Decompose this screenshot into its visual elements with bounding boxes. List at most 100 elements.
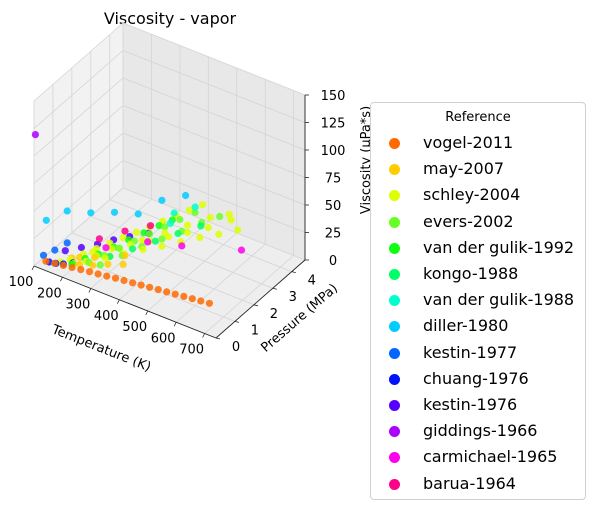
y-tick-label: 0 — [232, 340, 240, 355]
data-point — [102, 244, 110, 252]
legend-marker — [389, 269, 400, 280]
data-point — [63, 239, 71, 247]
data-point — [174, 229, 182, 238]
y-tick-label: 4 — [308, 274, 316, 289]
legend-item: van der gulik-1992 — [371, 236, 585, 262]
data-point — [146, 230, 154, 238]
floor-pane — [34, 188, 305, 338]
data-point — [180, 292, 188, 300]
data-point — [140, 229, 148, 237]
data-point — [237, 246, 246, 254]
z-tick-label: 100 — [321, 144, 346, 159]
x-tick-label: 500 — [122, 320, 147, 335]
data-point — [158, 196, 166, 204]
legend-item: evers-2002 — [371, 210, 585, 236]
grid-line — [33, 132, 124, 212]
data-point — [197, 297, 205, 305]
y-tick-label: 2 — [270, 307, 278, 322]
data-point — [75, 253, 84, 261]
data-point — [206, 214, 214, 222]
data-point — [137, 281, 145, 289]
y-tick-mark — [272, 287, 277, 290]
y-tick-mark — [253, 304, 258, 307]
data-point — [121, 251, 129, 260]
grid-line — [122, 22, 306, 96]
data-point — [158, 242, 166, 250]
grid-line — [90, 215, 273, 289]
data-point — [101, 254, 109, 262]
data-point — [119, 234, 127, 242]
z-tick-label: 75 — [325, 172, 342, 187]
legend-marker — [389, 242, 400, 254]
data-point — [204, 224, 212, 232]
legend-marker — [389, 321, 400, 333]
x-tick-mark — [173, 322, 177, 327]
data-point — [171, 290, 179, 298]
data-point — [85, 268, 94, 276]
legend-marker — [389, 190, 400, 202]
data-point — [119, 260, 127, 268]
z-tick-label: 0 — [329, 254, 337, 269]
data-point — [120, 276, 128, 285]
y-tick-label: 1 — [251, 323, 259, 338]
grid-line — [122, 160, 306, 233]
data-point — [111, 274, 120, 282]
data-point — [59, 261, 67, 269]
x-tick-mark — [60, 277, 63, 282]
legend-label: van der gulik-1988 — [423, 290, 575, 310]
data-point — [68, 263, 76, 272]
data-point — [42, 257, 50, 265]
data-point — [139, 245, 147, 254]
legend-label: may-2007 — [423, 159, 505, 179]
legend-label: diller-1980 — [423, 316, 509, 336]
legend-item: van der gulik-1988 — [371, 288, 585, 314]
legend-item: kestin-1976 — [371, 393, 585, 419]
data-point — [91, 253, 99, 262]
data-point — [183, 228, 192, 237]
grid-line — [204, 255, 294, 334]
grid-line — [122, 187, 306, 261]
legend-label: kestin-1977 — [423, 342, 518, 362]
x-tick-label: 600 — [151, 331, 176, 346]
chart-title: Viscosity - vapor — [104, 9, 237, 28]
legend-item: may-2007 — [371, 157, 585, 183]
data-point — [178, 242, 186, 250]
data-point — [188, 295, 196, 303]
data-point — [95, 235, 103, 243]
x-tick-label: 100 — [9, 275, 34, 290]
x-tick-label: 300 — [65, 298, 90, 313]
data-point — [151, 237, 159, 245]
legend-label: kongo-1988 — [423, 264, 519, 283]
data-points — [31, 131, 246, 307]
grid-line — [33, 50, 124, 129]
data-point — [158, 235, 166, 243]
data-point — [191, 203, 199, 211]
data-point — [108, 245, 116, 253]
data-point — [51, 259, 59, 267]
data-point — [161, 223, 169, 231]
data-point — [121, 227, 129, 235]
data-point — [89, 261, 97, 269]
data-point — [166, 219, 174, 228]
legend-item: barua-1964 — [371, 472, 585, 498]
legend-marker — [389, 426, 400, 438]
grid-line — [175, 243, 266, 323]
legend-label: van der gulik-1992 — [423, 237, 575, 257]
grid-line — [122, 50, 306, 123]
legend-label: chuang-1976 — [423, 368, 529, 388]
grid-line — [33, 22, 124, 102]
grid-line — [147, 232, 238, 312]
legend-marker — [389, 138, 400, 149]
legend: Reference vogel-2011 may-2007 schley-2004 e… — [370, 102, 586, 500]
legend-label: carmichael-1965 — [423, 447, 558, 467]
legend-marker — [389, 400, 400, 411]
legend-item: vogel-2011 — [371, 131, 585, 157]
data-point — [129, 279, 137, 287]
data-point — [134, 210, 142, 218]
x-tick-mark — [202, 333, 205, 338]
legend-label: schley-2004 — [423, 185, 521, 205]
data-point — [215, 230, 223, 238]
y-tick-mark — [234, 321, 240, 323]
legend-marker — [389, 452, 400, 464]
legend-item: diller-1980 — [371, 314, 585, 340]
